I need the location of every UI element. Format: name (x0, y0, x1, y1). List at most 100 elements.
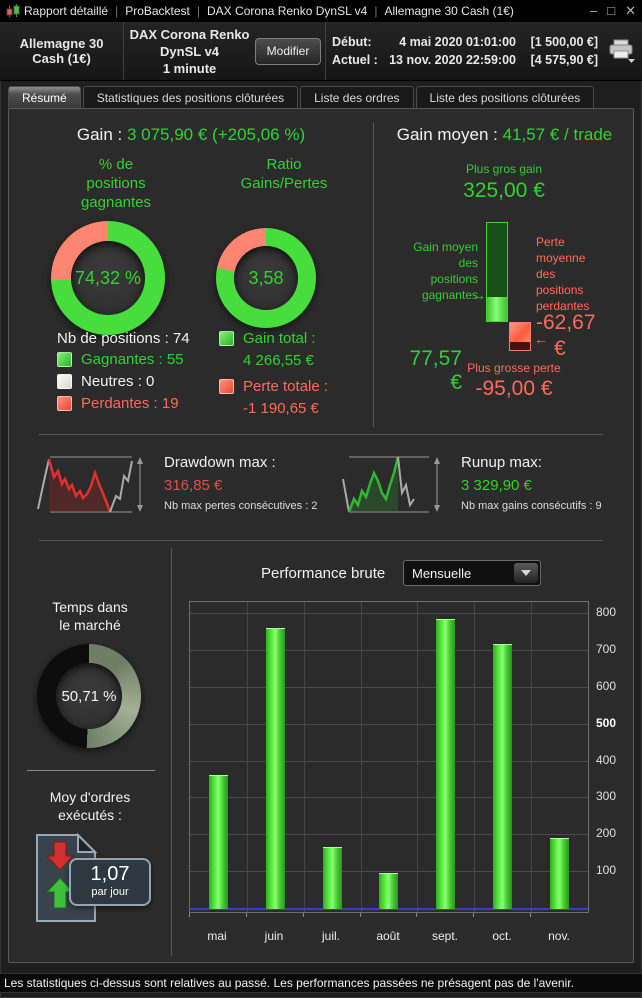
positions-count: Nb de positions : 74 (57, 330, 190, 347)
performance-bar (436, 619, 455, 909)
x-axis-tick (416, 913, 417, 917)
x-axis-month-label: juin (264, 929, 284, 943)
y-axis-tick-label: 700 (596, 642, 617, 656)
x-axis-tick (360, 913, 361, 917)
gain-label: Gain : (76, 125, 123, 144)
win-rate-value: 74,32 % (74, 267, 142, 288)
system-name: DAX Corona Renko DynSL v4 (129, 26, 250, 59)
tab-statistiques[interactable]: Statistiques des positions clôturées (82, 86, 299, 108)
chevron-down-icon[interactable] (514, 563, 538, 583)
performance-bar (550, 838, 569, 909)
loss-total-row: Perte totale : (219, 378, 328, 395)
avg-loss-currency: € (554, 337, 566, 360)
runup-mini-chart-icon (342, 456, 440, 513)
avg-win-value: 77,57 (409, 347, 462, 370)
gridline-h (190, 761, 588, 762)
performance-bar (209, 775, 228, 909)
x-axis-month-label: mai (207, 929, 227, 943)
minimize-button[interactable]: – (590, 3, 598, 18)
biggest-loss-value: -95,00 € (475, 377, 553, 400)
orders-per-day-value: 1,07 (90, 863, 130, 885)
system-timeframe: 1 minute (162, 60, 217, 76)
legend-neutral: Neutres : 0 (57, 373, 154, 390)
market-time-title: Temps dans le marché (52, 599, 128, 633)
window-title-part: Allemagne 30 Cash (1€) (384, 4, 514, 18)
biggest-gain-label: Plus gros gain (465, 162, 543, 176)
period-selector[interactable]: Mensuelle (403, 560, 541, 586)
date-range: Début: 4 mai 2020 01:01:00 [1 500,00 €] … (332, 33, 598, 69)
y-axis-tick-label: 800 (596, 605, 617, 619)
runup-label: Runup max: (461, 454, 542, 471)
performance-bar (379, 873, 398, 909)
small-divider (27, 770, 155, 771)
y-axis-tick-label: 100 (596, 863, 617, 877)
win-rate-donut: 74,32 % (51, 221, 165, 335)
current-capital: [4 575,90 €] (530, 53, 598, 67)
gain-value: 3 075,90 € (+205,06 %) (126, 125, 306, 144)
legend-winners: Gagnantes : 55 (57, 351, 184, 368)
maximize-button[interactable]: □ (607, 3, 616, 18)
start-date: 4 mai 2020 01:01:00 (399, 35, 516, 49)
market-time-donut: 50,71 % (37, 644, 141, 748)
x-axis-tick (189, 913, 190, 917)
instrument-name: Allemagne 30 Cash (1€) (0, 22, 125, 80)
white-square-icon (57, 374, 72, 389)
gridline-v (531, 602, 532, 912)
gridline-v (361, 602, 362, 912)
drawdown-streak: Nb max pertes consécutives : 2 (164, 500, 318, 512)
avg-loss-value: -62,67 (536, 311, 596, 334)
arrow-right-icon: → (472, 287, 486, 303)
zero-line (190, 908, 588, 910)
window-title-part: ProBacktest (125, 4, 190, 18)
green-square-icon (57, 352, 72, 367)
max-loss-bar (509, 322, 531, 351)
y-axis-tick-label: 500 (596, 716, 617, 730)
green-square-icon (219, 331, 234, 346)
gridline-h (190, 871, 588, 872)
y-axis-tick-label: 600 (596, 679, 617, 693)
disclaimer-text: Les statistiques ci-dessus sont relative… (4, 976, 574, 990)
tab-liste-ordres[interactable]: Liste des ordres (300, 86, 414, 108)
gridline-h (190, 650, 588, 651)
red-square-icon (57, 396, 72, 411)
title-separator: | (374, 4, 378, 18)
close-button[interactable]: ✕ (625, 3, 636, 18)
x-axis-tick (303, 913, 304, 917)
gain-headline: Gain : 3 075,90 € (+205,06 %) (9, 125, 373, 145)
current-date: 13 nov. 2020 22:59:00 (389, 53, 516, 67)
printer-icon[interactable] (606, 38, 636, 64)
ratio-donut-title: Ratio Gains/Pertes (240, 156, 328, 192)
gridline-h (190, 613, 588, 614)
x-axis-month-label: juil. (321, 929, 340, 943)
avg-gain-value: 41,57 € / trade (502, 125, 613, 144)
gridline-v (247, 602, 248, 912)
x-axis-month-label: oct. (492, 929, 512, 943)
disclaimer-bar: Les statistiques ci-dessus sont relative… (0, 973, 642, 993)
win-donut-title: % de positions gagnantes (80, 156, 152, 211)
current-label: Actuel : (332, 53, 378, 67)
tab-bar: Résumé Statistiques des positions clôtur… (8, 86, 595, 108)
modify-button[interactable]: Modifier (255, 37, 321, 65)
start-label: Début: (332, 35, 372, 49)
orders-per-day-unit: par jour (91, 886, 129, 898)
tab-liste-positions[interactable]: Liste des positions clôturées (415, 86, 595, 108)
x-axis-month-label: août (376, 929, 400, 943)
title-bar: Rapport détaillé | ProBacktest | DAX Cor… (0, 0, 642, 22)
runup-streak: Nb max gains consécutifs : 9 (461, 500, 602, 512)
biggest-loss-label: Plus grosse perte (467, 361, 561, 375)
window-title-part: DAX Corona Renko DynSL v4 (207, 4, 368, 18)
vertical-divider (373, 123, 374, 427)
system-block: DAX Corona Renko DynSL v4 1 minute (128, 26, 251, 77)
market-time-section: Temps dans le marché 50,71 % Moy d'ordre… (9, 540, 171, 963)
drawdown-label: Drawdown max : (164, 454, 276, 471)
tab-resume[interactable]: Résumé (8, 86, 81, 108)
orders-title: Moy d'ordres exécutés : (49, 789, 131, 823)
y-axis-tick-label: 400 (596, 753, 617, 767)
gain-loss-ratio-donut: 3,58 (216, 228, 316, 328)
summary-panel: Gain : 3 075,90 € (+205,06 %) % de posit… (8, 108, 634, 963)
gain-total-value: 4 266,55 € (243, 352, 314, 369)
horizontal-divider (39, 434, 603, 435)
red-square-icon (219, 379, 234, 394)
down-arrow-icon (45, 841, 75, 871)
performance-title: Performance brute (261, 565, 386, 582)
